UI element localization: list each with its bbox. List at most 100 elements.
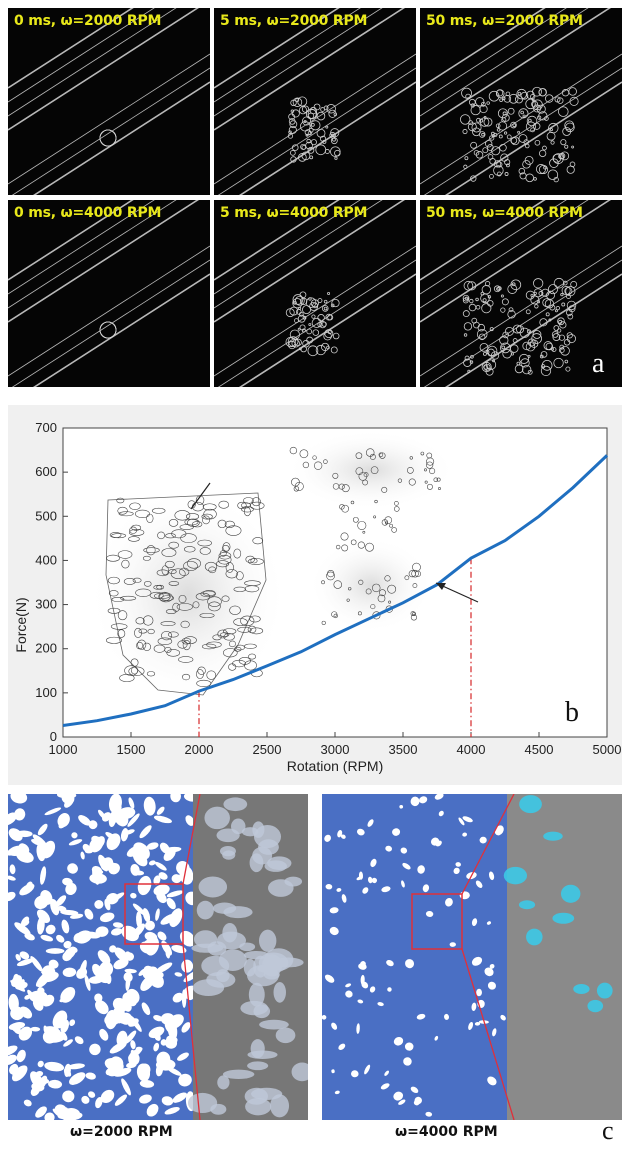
pore	[334, 1090, 340, 1095]
zoom-feature	[526, 928, 543, 946]
pore-outline	[379, 452, 386, 459]
pore	[170, 794, 181, 803]
droplet-edge	[291, 144, 299, 151]
pore-outline	[160, 621, 176, 627]
zoom-feature	[503, 866, 528, 885]
pore-outline	[365, 448, 375, 457]
pore-outline	[406, 466, 414, 474]
pore	[12, 1023, 20, 1032]
droplet-edge	[305, 297, 317, 308]
pore	[358, 871, 363, 880]
pore-outline	[111, 533, 127, 539]
tube-edge	[420, 8, 589, 117]
droplet-edge	[544, 116, 549, 121]
pore	[71, 832, 78, 839]
x-tick-label: 1000	[49, 742, 78, 757]
pore	[416, 1013, 426, 1020]
tube-edge	[8, 200, 177, 309]
pore-outline	[191, 521, 203, 528]
y-axis-label: Force(N)	[13, 597, 29, 652]
pore	[393, 1091, 404, 1101]
x-tick-label: 4000	[457, 742, 486, 757]
droplet-edge	[556, 97, 564, 104]
pore	[65, 882, 77, 895]
pore-outline	[245, 555, 255, 563]
droplet-edge	[532, 330, 542, 339]
pore-outline	[389, 523, 393, 528]
pore-outline	[240, 615, 255, 627]
pore	[139, 1079, 155, 1088]
pore	[475, 880, 483, 888]
zoom-connector	[182, 794, 201, 885]
pore	[185, 815, 195, 826]
droplet-edge	[506, 163, 510, 168]
tube-edge	[214, 8, 361, 103]
pore-outline	[146, 671, 156, 677]
pore	[95, 1096, 103, 1109]
panel-letter-a: a	[592, 348, 605, 379]
pore-outline	[165, 533, 176, 539]
pore	[487, 1076, 497, 1086]
pore-outline	[372, 583, 381, 593]
pore	[34, 895, 49, 910]
zoom-connector	[461, 794, 515, 895]
pore	[19, 1006, 33, 1019]
droplet-edge	[298, 106, 308, 115]
droplet-edge	[552, 333, 561, 341]
x-tick-label: 2500	[253, 742, 282, 757]
zoom-feature	[258, 929, 277, 952]
pore-outline	[233, 618, 248, 626]
droplet-edge	[561, 286, 571, 296]
pore	[500, 1014, 506, 1021]
tube-edge	[444, 81, 622, 195]
pore-outline	[299, 449, 309, 459]
pore-outline	[129, 502, 141, 510]
droplet-edge	[301, 151, 311, 161]
pore	[153, 1042, 160, 1052]
tube-edge	[423, 67, 622, 195]
pore-outline	[357, 541, 365, 549]
pore-outline	[134, 627, 142, 638]
pore	[117, 807, 136, 820]
pore-outline	[149, 591, 164, 599]
pore-outline	[247, 625, 257, 634]
droplet-edge	[478, 333, 486, 341]
pore	[381, 886, 391, 893]
droplet-edge	[564, 144, 569, 149]
droplet-edge	[554, 309, 558, 313]
pore-outline	[135, 588, 152, 597]
droplet-edge	[295, 98, 300, 103]
droplet-edge	[530, 127, 536, 133]
pore-outline	[247, 558, 264, 565]
pore	[174, 972, 183, 977]
zoom-feature	[223, 797, 248, 812]
droplet-edge	[333, 112, 338, 117]
droplet-edge	[520, 110, 524, 115]
force-rotation-plot: 1000 1500 2000 2500 3000 3500 4000 4500 5000 0 100…	[8, 405, 622, 785]
droplet-edge	[566, 294, 571, 299]
pore-outline	[201, 513, 213, 520]
droplet-edge	[559, 321, 567, 329]
droplet-edge	[493, 165, 504, 176]
pore-outline	[370, 604, 376, 610]
pore	[105, 832, 117, 841]
droplet-edge	[540, 351, 548, 358]
pore-outline	[251, 497, 261, 507]
pore-outline	[381, 486, 388, 493]
zoom-connector	[461, 948, 515, 1120]
pore-outline	[302, 461, 310, 469]
pore	[434, 794, 444, 800]
droplet-edge	[508, 307, 514, 313]
pore	[364, 1064, 371, 1075]
tube-edge	[8, 53, 210, 185]
pore	[160, 913, 177, 925]
droplet-edge	[550, 140, 555, 145]
pore	[110, 928, 123, 936]
pore	[398, 1099, 406, 1105]
pore	[123, 972, 133, 983]
pore	[392, 828, 401, 836]
pore-outline	[203, 508, 217, 520]
pore-outline	[201, 643, 217, 650]
pore-outline	[110, 623, 128, 630]
droplet-edge	[491, 146, 501, 156]
